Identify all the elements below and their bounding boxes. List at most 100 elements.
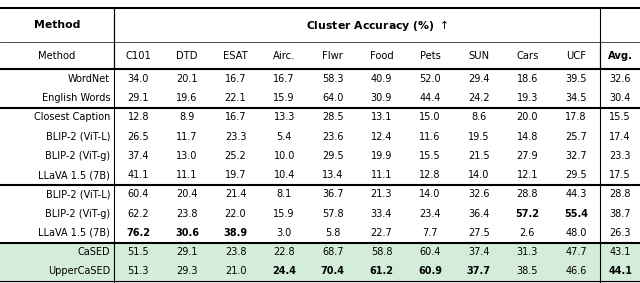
Text: 22.1: 22.1	[225, 93, 246, 103]
Text: 64.0: 64.0	[322, 93, 344, 103]
Text: 57.8: 57.8	[322, 209, 344, 219]
Text: BLIP-2 (ViT-L): BLIP-2 (ViT-L)	[45, 189, 110, 200]
Text: UCF: UCF	[566, 51, 586, 61]
Text: 40.9: 40.9	[371, 74, 392, 84]
Text: 13.1: 13.1	[371, 112, 392, 123]
Text: 58.8: 58.8	[371, 247, 392, 257]
Text: Method: Method	[38, 51, 76, 61]
Text: 24.4: 24.4	[272, 266, 296, 276]
Text: 14.0: 14.0	[468, 170, 490, 180]
Text: 23.8: 23.8	[225, 247, 246, 257]
Text: 10.0: 10.0	[273, 151, 295, 161]
Text: 51.3: 51.3	[127, 266, 149, 276]
Text: 27.5: 27.5	[468, 228, 490, 238]
Text: SUN: SUN	[468, 51, 490, 61]
Text: 29.4: 29.4	[468, 74, 490, 84]
Text: 20.0: 20.0	[516, 112, 538, 123]
Text: 37.4: 37.4	[468, 247, 490, 257]
Text: 21.4: 21.4	[225, 189, 246, 200]
Text: 21.0: 21.0	[225, 266, 246, 276]
Text: 23.3: 23.3	[609, 151, 631, 161]
Text: 37.7: 37.7	[467, 266, 491, 276]
Text: 15.9: 15.9	[273, 209, 295, 219]
Text: 18.6: 18.6	[516, 74, 538, 84]
Text: 14.8: 14.8	[516, 132, 538, 142]
Text: 12.8: 12.8	[127, 112, 149, 123]
Text: 34.0: 34.0	[127, 74, 149, 84]
Text: 21.5: 21.5	[468, 151, 490, 161]
Text: 30.6: 30.6	[175, 228, 199, 238]
Text: Airc.: Airc.	[273, 51, 295, 61]
Text: 17.5: 17.5	[609, 170, 631, 180]
Text: 41.1: 41.1	[127, 170, 149, 180]
Text: 33.4: 33.4	[371, 209, 392, 219]
Text: 47.7: 47.7	[565, 247, 587, 257]
Text: 17.8: 17.8	[565, 112, 587, 123]
Text: 29.5: 29.5	[565, 170, 587, 180]
Text: 21.3: 21.3	[371, 189, 392, 200]
Text: 23.3: 23.3	[225, 132, 246, 142]
Text: 58.3: 58.3	[322, 74, 344, 84]
Text: BLIP-2 (ViT-L): BLIP-2 (ViT-L)	[45, 132, 110, 142]
Text: 19.5: 19.5	[468, 132, 490, 142]
Text: 17.4: 17.4	[609, 132, 631, 142]
Text: BLIP-2 (ViT-g): BLIP-2 (ViT-g)	[45, 151, 110, 161]
Text: 8.9: 8.9	[179, 112, 195, 123]
Text: 70.4: 70.4	[321, 266, 345, 276]
Text: 29.1: 29.1	[176, 247, 198, 257]
Text: 5.4: 5.4	[276, 132, 292, 142]
Text: 57.2: 57.2	[515, 209, 540, 219]
Text: 8.1: 8.1	[276, 189, 292, 200]
Text: 26.3: 26.3	[609, 228, 631, 238]
Text: 7.7: 7.7	[422, 228, 438, 238]
Text: DTD: DTD	[176, 51, 198, 61]
Text: 14.0: 14.0	[419, 189, 441, 200]
Text: 16.7: 16.7	[225, 112, 246, 123]
Text: Cluster Accuracy (%) $\uparrow$: Cluster Accuracy (%) $\uparrow$	[306, 18, 448, 33]
Text: 13.4: 13.4	[322, 170, 344, 180]
Text: 11.1: 11.1	[371, 170, 392, 180]
Text: 31.3: 31.3	[516, 247, 538, 257]
Text: 11.6: 11.6	[419, 132, 441, 142]
Text: English Words: English Words	[42, 93, 110, 103]
Text: 25.7: 25.7	[565, 132, 587, 142]
Text: 60.4: 60.4	[419, 247, 441, 257]
Text: 12.1: 12.1	[516, 170, 538, 180]
Text: 10.4: 10.4	[273, 170, 295, 180]
Text: Cars: Cars	[516, 51, 538, 61]
Text: 29.1: 29.1	[127, 93, 149, 103]
Text: 29.3: 29.3	[176, 266, 198, 276]
Text: 52.0: 52.0	[419, 74, 441, 84]
Text: ESAT: ESAT	[223, 51, 248, 61]
Text: Flwr: Flwr	[323, 51, 343, 61]
Text: 55.4: 55.4	[564, 209, 588, 219]
Text: 76.2: 76.2	[126, 228, 150, 238]
Text: 36.4: 36.4	[468, 209, 490, 219]
Text: LLaVA 1.5 (7B): LLaVA 1.5 (7B)	[38, 170, 110, 180]
Text: 39.5: 39.5	[565, 74, 587, 84]
Text: 30.4: 30.4	[609, 93, 631, 103]
Text: 44.3: 44.3	[565, 189, 587, 200]
Text: 20.1: 20.1	[176, 74, 198, 84]
Text: 2.6: 2.6	[520, 228, 535, 238]
Text: 51.5: 51.5	[127, 247, 149, 257]
Text: 37.4: 37.4	[127, 151, 149, 161]
Text: 29.5: 29.5	[322, 151, 344, 161]
Text: 48.0: 48.0	[565, 228, 587, 238]
Text: 32.6: 32.6	[609, 74, 631, 84]
Text: 25.2: 25.2	[225, 151, 246, 161]
Text: Food: Food	[369, 51, 394, 61]
Text: C101: C101	[125, 51, 151, 61]
Text: 60.9: 60.9	[418, 266, 442, 276]
Text: LLaVA 1.5 (7B): LLaVA 1.5 (7B)	[38, 228, 110, 238]
Text: 12.4: 12.4	[371, 132, 392, 142]
Text: 61.2: 61.2	[369, 266, 394, 276]
Text: 24.2: 24.2	[468, 93, 490, 103]
Text: 15.9: 15.9	[273, 93, 295, 103]
Bar	[0, 281, 640, 283]
Text: 34.5: 34.5	[565, 93, 587, 103]
Text: 38.5: 38.5	[516, 266, 538, 276]
Text: Pets: Pets	[420, 51, 440, 61]
Text: Avg.: Avg.	[607, 51, 633, 61]
Text: Closest Caption: Closest Caption	[34, 112, 110, 123]
